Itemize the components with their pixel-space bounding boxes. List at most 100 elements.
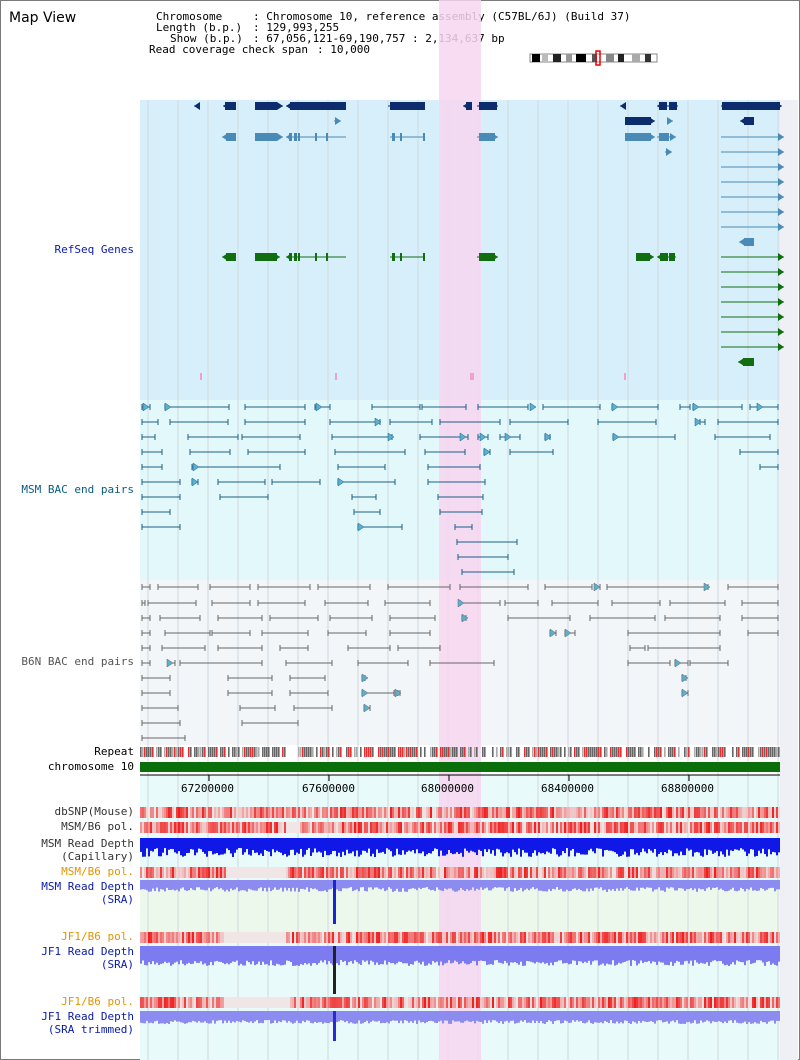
msm-depth-sra-bar [380, 880, 382, 890]
jf1-pol-cell [654, 932, 656, 943]
jf1-pol-cell [216, 932, 218, 943]
right-margin-bg [780, 100, 798, 1060]
jf1-pol-trim-cell [152, 997, 154, 1008]
jf1-pol-trim-cell [532, 997, 534, 1008]
jf1-depth-sra-bar [190, 946, 192, 965]
dbsnp-cell [250, 807, 252, 818]
msm-b6-pol-cell [148, 822, 150, 833]
msm-depth-sra-bar [604, 880, 606, 890]
gene-exon [294, 253, 297, 261]
jf1-depth-sra-bar [280, 946, 282, 966]
msm-b6-pol-cell [718, 822, 720, 833]
dbsnp-cell [554, 807, 556, 818]
jf1-depth-sra-bar [470, 946, 472, 963]
msm-depth-cap-bar [680, 838, 682, 852]
repeat-element [150, 747, 152, 757]
msm-depth-cap-bar [754, 838, 756, 857]
msm-depth-sra-bar [726, 880, 728, 892]
msm-b6-pol-sra-cell [650, 867, 652, 878]
jf1-depth-trim-bar [204, 1011, 206, 1022]
jf1-pol-cell [604, 932, 606, 943]
msm-b6-pol-cell [248, 822, 250, 833]
jf1-pol-cell [646, 932, 648, 943]
msm-depth-cap-bar [294, 838, 296, 856]
msm-b6-pol-sra-cell [618, 867, 620, 878]
msm-b6-pol-cell [386, 822, 388, 833]
msm-b6-pol-sra-cell [436, 867, 438, 878]
dbsnp-cell [166, 807, 168, 818]
msm-b6-pol-sra-cell [652, 867, 654, 878]
dbsnp-cell [578, 807, 580, 818]
jf1-pol-cell [234, 932, 236, 943]
msm-depth-cap-bar [566, 838, 568, 849]
jf1-pol-cell [318, 932, 320, 943]
jf1-pol-cell [154, 932, 156, 943]
b6n-bac-pair-marker [681, 688, 689, 698]
jf1-pol-cell [340, 932, 342, 943]
msm-depth-cap-bar [480, 838, 482, 851]
jf1-depth-sra-bar [482, 946, 484, 962]
jf1-pol-trim-cell [524, 997, 526, 1008]
msm-b6-pol-sra-cell [216, 867, 218, 878]
msm-depth-cap-bar [522, 838, 524, 851]
msm-depth-sra-bar [574, 880, 576, 889]
msm-depth-cap-bar [394, 838, 396, 856]
jf1-depth-trim-bar [412, 1011, 414, 1023]
jf1-pol-trim-cell [276, 997, 278, 1008]
msm-depth-cap-bar [274, 838, 276, 853]
msm-bac-label: MSM BAC end pairs [21, 483, 134, 496]
msm-depth-sra-bar [408, 880, 410, 890]
jf1-depth-trim-bar-spike [333, 1011, 336, 1041]
msm-depth-cap-bar [318, 838, 320, 852]
msm-b6-pol-sra-cell [574, 867, 576, 878]
jf1-pol-trim-cell [440, 997, 442, 1008]
msm-depth-cap-bar [296, 838, 298, 853]
jf1-depth-sra-bar [248, 946, 250, 963]
jf1-depth-sra-bar [716, 946, 718, 962]
msm-depth-cap-bar [550, 838, 552, 854]
jf1-depth-trim-bar [404, 1011, 406, 1021]
jf1-depth-trim-bar [158, 1011, 160, 1024]
msm-b6-pol-sra-cell [560, 867, 562, 878]
msm-b6-pol-cell [282, 822, 284, 833]
msm-b6-pol-cell [308, 822, 310, 833]
msm-b6-pol-cell [662, 822, 664, 833]
jf1-pol-cell [410, 932, 412, 943]
jf1-depth-sra-bar [432, 946, 434, 961]
jf1-pol-cell [554, 932, 556, 943]
msm-b6-pol-cell [560, 822, 562, 833]
msm-b6-pol-sra-cell [212, 867, 214, 878]
dbsnp-cell [544, 807, 546, 818]
jf1-pol-trim-cell [466, 997, 468, 1008]
dbsnp-cell [518, 807, 520, 818]
msm-b6-pol-sra-cell [756, 867, 758, 878]
msm-b6-pol-sra-cell [288, 867, 290, 878]
jf1-depth-trim-bar [694, 1011, 696, 1021]
jf1-pol-trim-cell [302, 997, 304, 1008]
msm-depth-cap-bar [360, 838, 362, 855]
msm-b6-pol-sra-cell [208, 867, 210, 878]
jf1-depth-trim-bar [292, 1011, 294, 1024]
gene-arrow [740, 117, 746, 125]
msm-depth-sra-bar [630, 880, 632, 891]
jf1-depth-trim-bar [164, 1011, 166, 1024]
repeat-element [656, 747, 658, 757]
msm-b6-pol-sra-cell [242, 867, 244, 878]
jf1-pol-trim-cell [314, 997, 316, 1008]
gene-exon [326, 253, 328, 261]
msm-depth-cap-bar [242, 838, 244, 855]
msm-b6-pol-sra-cell [374, 867, 376, 878]
msm-b6-pol-sra-cell [338, 867, 340, 878]
jf1-pol-cell [662, 932, 664, 943]
msm-depth-cap-bar [416, 838, 418, 850]
jf1-pol-trim-cell [366, 997, 368, 1008]
msm-b6-pol-cell [368, 822, 370, 833]
msm-depth-sra-bar [778, 880, 780, 890]
msm-b6-pol-sra-cell [164, 867, 166, 878]
msm-b6-pol-sra-cell [460, 867, 462, 878]
repeat-element [202, 747, 204, 757]
jf1-depth-sra-bar [748, 946, 750, 961]
repeat-element [654, 747, 656, 757]
jf1-pol-trim-cell [370, 997, 372, 1008]
